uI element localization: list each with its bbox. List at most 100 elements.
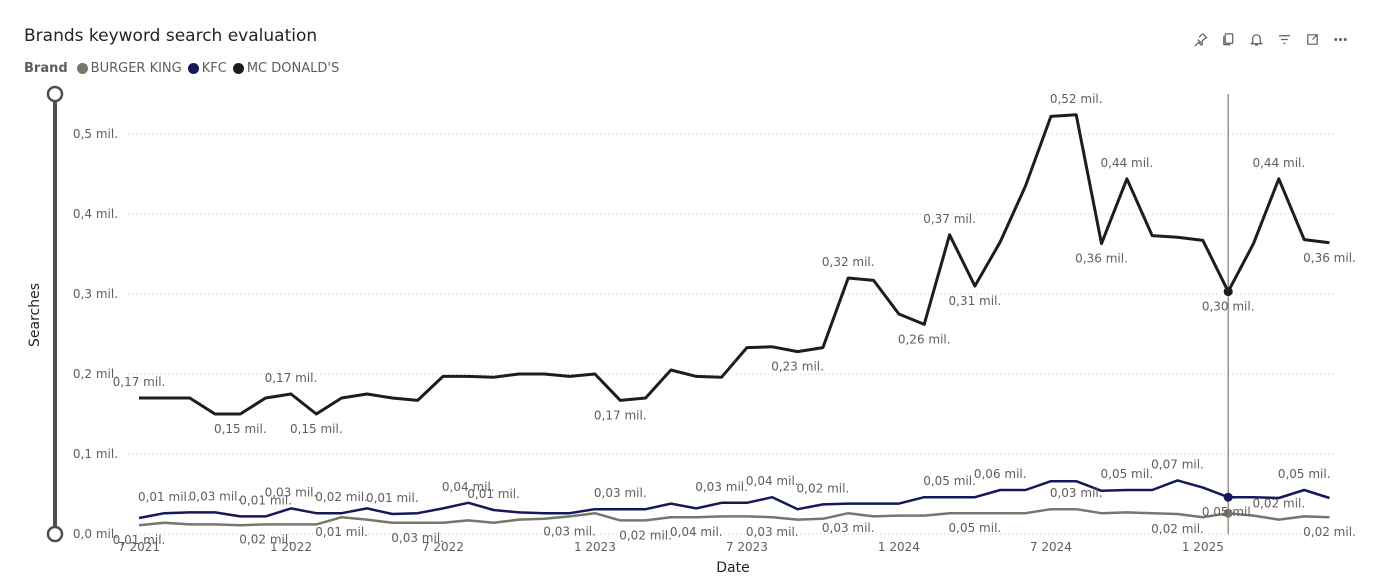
y-tick-label: 0,2 mil. — [73, 367, 118, 381]
data-label: 0,31 mil. — [949, 294, 1002, 308]
x-axis-title: Date — [716, 560, 749, 576]
alert-button[interactable] — [1242, 28, 1270, 50]
chart-title: Brands keyword search evaluation — [24, 26, 318, 46]
x-tick-label: 7 2024 — [1030, 540, 1072, 554]
series-lines — [138, 113, 1330, 527]
data-label: 0,02 mil. — [619, 528, 672, 542]
legend: Brand BURGER KING KFC MC DONALD'S — [24, 61, 345, 76]
data-label: 0,02 mil. — [315, 490, 368, 504]
slider-bottom-handle[interactable] — [46, 525, 64, 543]
series-line-burger-king[interactable] — [138, 507, 1330, 527]
y-range-slider[interactable] — [46, 85, 64, 543]
data-label: 0,03 mil. — [695, 480, 748, 494]
hover-point — [1223, 492, 1233, 502]
y-tick-label: 0,1 mil. — [73, 447, 118, 461]
data-label: 0,02 mil. — [239, 532, 292, 546]
hover-point — [1223, 287, 1233, 297]
data-label: 0,23 mil. — [771, 360, 824, 374]
y-tick-label: 0,5 mil. — [73, 127, 118, 141]
slider-top-handle[interactable] — [46, 85, 64, 103]
data-label: 0,01 mil. — [239, 493, 292, 507]
gridlines — [128, 133, 1336, 535]
legend-label: MC DONALD'S — [246, 61, 340, 76]
data-label: 0,06 mil. — [974, 467, 1027, 481]
x-tick-label: 7 2022 — [422, 540, 464, 554]
more-options-button[interactable] — [1326, 28, 1354, 50]
x-tick-label: 1 2025 — [1182, 540, 1224, 554]
more-options-icon — [1333, 37, 1347, 41]
data-label: 0,03 mil. — [746, 525, 799, 539]
y-tick-label: 0,3 mil. — [73, 287, 118, 301]
data-label: 0,03 mil. — [594, 486, 647, 500]
legend-label: BURGER KING — [90, 61, 182, 76]
y-tick-label: 0,4 mil. — [73, 207, 118, 221]
data-label: 0,03 mil. — [265, 485, 318, 499]
data-label: 0,52 mil. — [1050, 92, 1103, 106]
legend-marker — [76, 63, 88, 74]
data-label: 0,36 mil. — [1075, 252, 1128, 266]
data-label: 0,02 mil. — [1303, 525, 1356, 539]
legend-title: Brand — [24, 61, 68, 76]
data-label: 0,04 mil. — [670, 525, 723, 539]
data-label: 0,30 mil. — [1202, 300, 1255, 314]
data-label: 0,44 mil. — [1252, 156, 1305, 170]
data-label: 0,05 mil. — [1278, 467, 1331, 481]
data-label: 0,05 mil. — [1202, 505, 1255, 519]
legend-item-kfc[interactable]: KFC — [187, 61, 227, 76]
data-label: 0,15 mil. — [290, 422, 343, 436]
series-line-mc-donald-s[interactable] — [139, 113, 1330, 416]
pin-icon — [1193, 32, 1208, 46]
data-label: 0,02 mil. — [1252, 497, 1305, 511]
legend-item-mc-donalds[interactable]: MC DONALD'S — [232, 61, 340, 76]
data-label: 0,32 mil. — [822, 255, 875, 269]
y-axis-title: Searches — [27, 283, 43, 347]
data-label: 0,15 mil. — [214, 422, 267, 436]
data-label: 0,03 mil. — [543, 524, 596, 538]
hover-tooltip-marker — [1223, 94, 1233, 534]
data-label: 0,44 mil. — [1101, 156, 1154, 170]
series-line-kfc[interactable] — [138, 479, 1330, 520]
data-label: 0,05 mil. — [1101, 467, 1154, 481]
x-tick-label: 7 2021 — [118, 540, 160, 554]
focus-mode-button[interactable] — [1298, 28, 1326, 50]
data-label: 0,05 mil. — [923, 474, 976, 488]
legend-marker — [187, 63, 199, 74]
y-axis-ticks: 0,0 mil. 0,1 mil. 0,2 mil. 0,3 mil. 0,4 mil.… — [73, 127, 118, 541]
data-label: 0,26 mil. — [898, 332, 951, 346]
data-label: 0,07 mil. — [1151, 457, 1204, 471]
hover-point — [1223, 508, 1233, 518]
data-label: 0,01 mil. — [138, 490, 191, 504]
x-tick-label: 1 2023 — [574, 540, 616, 554]
legend-label: KFC — [201, 61, 227, 76]
data-label: 0,01 mil. — [113, 533, 166, 547]
data-label: 0,37 mil. — [923, 212, 976, 226]
data-label: 0,02 mil. — [797, 481, 850, 495]
copy-visual-button[interactable] — [1214, 28, 1242, 50]
x-axis-ticks: 7 2021 1 2022 7 2022 1 2023 7 2023 1 2024 7 20… — [118, 540, 1224, 554]
filter-icon — [1278, 34, 1290, 44]
data-label: 0,01 mil. — [315, 525, 368, 539]
copy-icon — [1222, 32, 1233, 45]
data-labels: 0,17 mil. 0,15 mil. 0,17 mil. 0,15 mil. 0,17… — [113, 92, 1356, 547]
legend-marker — [232, 63, 244, 74]
data-label: 0,36 mil. — [1303, 251, 1356, 265]
x-tick-label: 7 2023 — [726, 540, 768, 554]
data-label: 0,03 mil. — [391, 531, 444, 545]
x-tick-label: 1 2024 — [878, 540, 920, 554]
data-label: 0,03 mil. — [1050, 486, 1103, 500]
filter-button[interactable] — [1270, 28, 1298, 50]
data-label: 0,04 mil. — [746, 474, 799, 488]
data-label: 0,03 mil. — [822, 521, 875, 535]
data-label: 0,01 mil. — [366, 491, 419, 505]
pin-visual-button[interactable] — [1186, 28, 1214, 50]
data-label: 0,17 mil. — [594, 408, 647, 422]
visual-header-toolbar — [1186, 28, 1354, 50]
focus-mode-icon — [1306, 33, 1318, 45]
legend-item-burger-king[interactable]: BURGER KING — [76, 61, 182, 76]
data-label: 0,03 mil. — [189, 489, 242, 503]
data-label: 0,01 mil. — [467, 487, 520, 501]
data-label: 0,04 mil. — [442, 480, 495, 494]
data-label: 0,05 mil. — [949, 521, 1002, 535]
x-tick-label: 1 2022 — [270, 540, 312, 554]
